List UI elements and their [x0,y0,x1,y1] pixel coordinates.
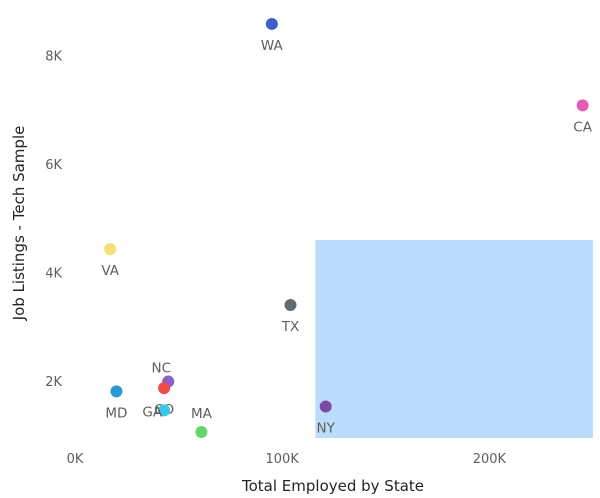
data-point-ca[interactable] [576,99,589,112]
y-tick-label: 8K [45,49,62,64]
data-label-ca: CA [573,119,592,135]
data-label-ma: MA [191,406,213,422]
data-point-tx[interactable] [284,299,297,312]
data-points: WACAVATXNYNCCOMDGAMA [101,17,593,439]
x-axis-title: Total Employed by State [241,477,424,495]
selection-rectangle[interactable] [315,239,593,438]
data-point-va[interactable] [104,243,117,256]
x-tick-label: 100K [266,452,300,467]
data-point-wa[interactable] [265,17,278,30]
data-point-co[interactable] [158,382,171,395]
data-label-ny: NY [317,421,336,437]
data-label-wa: WA [261,38,284,54]
data-point-ma[interactable] [195,426,208,439]
x-tick-label: 0K [67,452,84,467]
y-tick-label: 6K [45,158,62,173]
data-label-ga: GA [142,404,162,420]
data-label-va: VA [101,263,119,279]
x-tick-label: 200K [473,452,507,467]
data-point-md[interactable] [110,385,123,398]
data-label-tx: TX [281,319,300,335]
data-label-md: MD [105,405,127,421]
y-tick-label: 4K [45,266,62,281]
x-axis-ticks: 0K 100K 200K [67,452,507,467]
data-label-nc: NC [151,361,171,377]
y-axis-ticks: 2K 4K 6K 8K [45,49,62,390]
data-point-ga[interactable] [158,404,171,417]
data-point-ny[interactable] [319,400,332,413]
y-axis-title: Job Listings - Tech Sample [10,126,28,322]
y-tick-label: 2K [45,375,62,390]
